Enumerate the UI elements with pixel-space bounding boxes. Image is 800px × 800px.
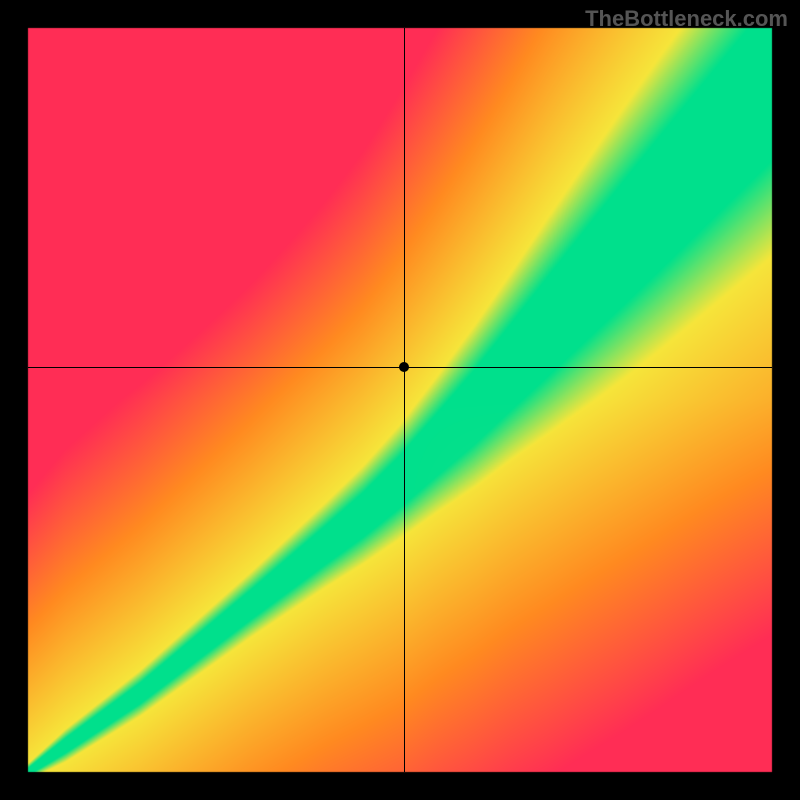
bottleneck-heatmap-canvas [0, 0, 800, 800]
crosshair-vertical-line [404, 28, 405, 772]
bottleneck-heatmap-container: { "watermark": "TheBottleneck.com", "can… [0, 0, 800, 800]
crosshair-marker-dot [399, 362, 409, 372]
watermark-text: TheBottleneck.com [585, 6, 788, 32]
